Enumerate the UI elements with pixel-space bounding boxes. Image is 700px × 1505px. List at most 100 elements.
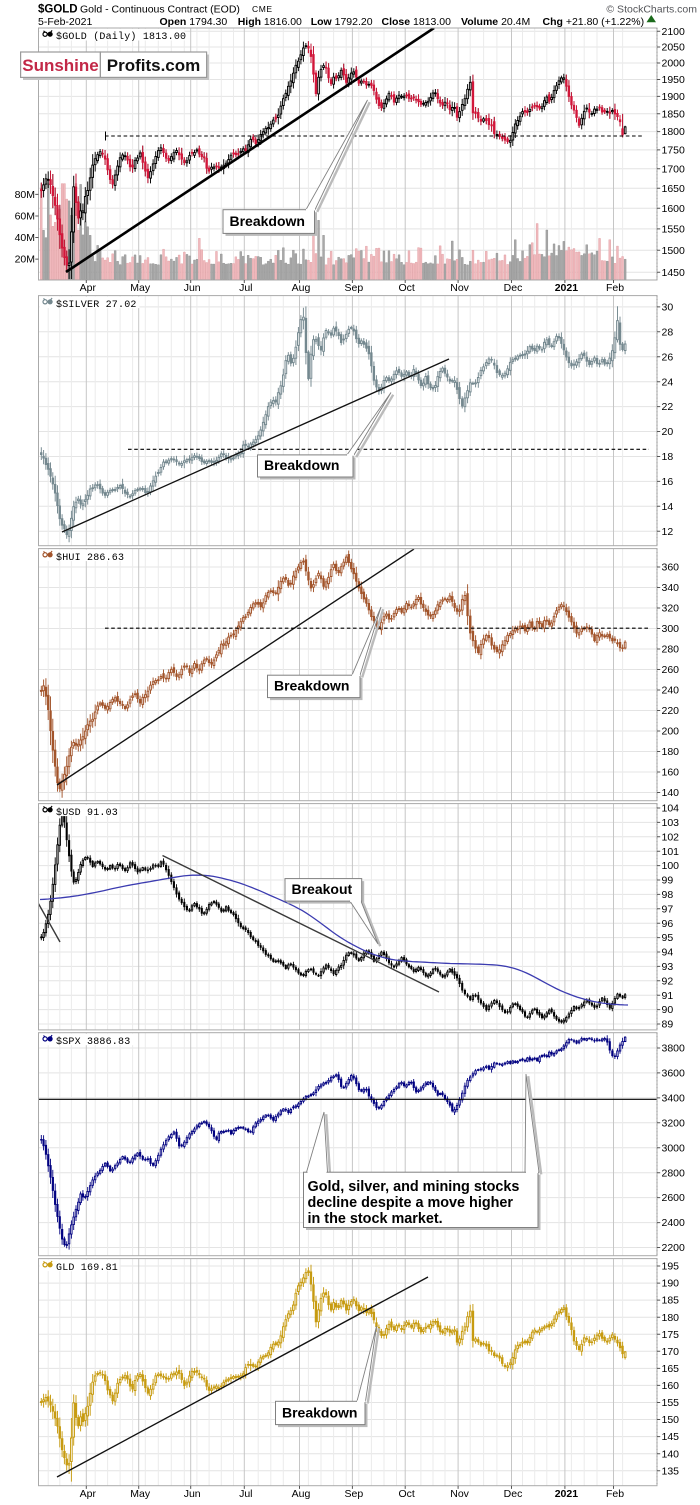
svg-text:2021: 2021	[555, 1488, 579, 1500]
svg-text:92: 92	[662, 975, 674, 987]
svg-text:Oct: Oct	[399, 1488, 415, 1500]
svg-text:Breakdown: Breakdown	[264, 457, 339, 473]
svg-text:260: 260	[662, 664, 680, 676]
svg-text:Sep: Sep	[345, 1488, 364, 1500]
svg-text:3400: 3400	[662, 1093, 686, 1105]
svg-text:185: 185	[662, 1295, 680, 1307]
svg-text:Gold - Continuous Contract (EO: Gold - Continuous Contract (EOD)	[80, 4, 240, 16]
svg-text:24: 24	[662, 376, 674, 388]
svg-text:$SILVER 27.02: $SILVER 27.02	[56, 299, 137, 311]
svg-text:165: 165	[662, 1363, 680, 1375]
svg-text:90: 90	[662, 1004, 674, 1016]
svg-text:Jul: Jul	[239, 282, 252, 294]
svg-text:93: 93	[662, 961, 674, 973]
svg-text:Dec: Dec	[504, 1488, 523, 1500]
svg-text:140: 140	[662, 787, 680, 799]
svg-text:170: 170	[662, 1346, 680, 1358]
svg-text:101: 101	[662, 846, 680, 858]
svg-text:89: 89	[662, 1019, 674, 1031]
svg-text:3800: 3800	[662, 1043, 686, 1055]
svg-text:155: 155	[662, 1397, 680, 1409]
svg-text:in the stock market.: in the stock market.	[308, 1211, 443, 1227]
svg-text:1550: 1550	[662, 224, 686, 236]
svg-text:240: 240	[662, 685, 680, 697]
svg-text:94: 94	[662, 947, 674, 959]
svg-text:1450: 1450	[662, 267, 686, 279]
svg-text:Chg +21.80 (+1.22%): Chg +21.80 (+1.22%)	[543, 16, 645, 28]
svg-text:91: 91	[662, 990, 674, 1002]
svg-text:135: 135	[662, 1465, 680, 1477]
svg-text:60M: 60M	[15, 211, 35, 223]
svg-text:195: 195	[662, 1261, 680, 1273]
svg-text:145: 145	[662, 1431, 680, 1443]
svg-text:May: May	[130, 282, 151, 294]
svg-text:175: 175	[662, 1329, 680, 1341]
svg-text:$SPX 3886.83: $SPX 3886.83	[56, 1036, 130, 1048]
svg-text:Nov: Nov	[450, 282, 469, 294]
svg-text:3200: 3200	[662, 1117, 686, 1129]
svg-text:2000: 2000	[662, 58, 686, 70]
svg-text:1700: 1700	[662, 163, 686, 175]
svg-text:Jun: Jun	[184, 1488, 201, 1500]
svg-text:Nov: Nov	[450, 1488, 469, 1500]
svg-text:GLD 169.81: GLD 169.81	[56, 1263, 118, 1274]
svg-text:Apr: Apr	[80, 1488, 97, 1500]
svg-text:© StockCharts.com: © StockCharts.com	[606, 4, 697, 16]
svg-text:Dec: Dec	[504, 282, 523, 294]
svg-text:Jul: Jul	[239, 1488, 252, 1500]
svg-text:1850: 1850	[662, 108, 686, 120]
svg-text:80M: 80M	[15, 189, 35, 201]
svg-text:2100: 2100	[662, 26, 686, 38]
svg-text:40M: 40M	[15, 232, 35, 244]
svg-text:300: 300	[662, 623, 680, 635]
svg-text:Breakdown: Breakdown	[274, 677, 349, 693]
svg-text:22: 22	[662, 401, 674, 413]
svg-text:Sunshine: Sunshine	[22, 56, 99, 75]
svg-text:104: 104	[662, 803, 680, 815]
svg-text:99: 99	[662, 875, 674, 887]
svg-text:28: 28	[662, 326, 674, 338]
svg-text:Breakdown: Breakdown	[230, 213, 305, 229]
svg-text:5-Feb-2021: 5-Feb-2021	[38, 16, 92, 28]
svg-text:2200: 2200	[662, 1242, 686, 1254]
svg-text:14: 14	[662, 501, 674, 513]
svg-text:Breakout: Breakout	[292, 881, 353, 897]
svg-text:2400: 2400	[662, 1217, 686, 1229]
svg-text:May: May	[130, 1488, 151, 1500]
svg-text:320: 320	[662, 603, 680, 615]
svg-text:140: 140	[662, 1448, 680, 1460]
svg-text:Apr: Apr	[80, 282, 97, 294]
svg-text:220: 220	[662, 705, 680, 717]
svg-text:Sep: Sep	[345, 282, 364, 294]
svg-text:$GOLD: $GOLD	[38, 4, 78, 16]
svg-text:2600: 2600	[662, 1192, 686, 1204]
svg-text:Low 1792.20: Low 1792.20	[311, 16, 373, 28]
svg-text:100: 100	[662, 860, 680, 872]
svg-text:1500: 1500	[662, 245, 686, 257]
svg-text:20: 20	[662, 426, 674, 438]
svg-text:Feb: Feb	[606, 282, 624, 294]
svg-text:$GOLD (Daily) 1813.00: $GOLD (Daily) 1813.00	[56, 31, 186, 43]
svg-text:decline despite a move higher: decline despite a move higher	[308, 1195, 514, 1211]
svg-text:3600: 3600	[662, 1068, 686, 1080]
svg-text:High 1816.00: High 1816.00	[238, 16, 302, 28]
svg-text:$USD 91.03: $USD 91.03	[56, 807, 118, 819]
svg-text:1600: 1600	[662, 203, 686, 215]
svg-text:16: 16	[662, 476, 674, 488]
svg-text:Breakdown: Breakdown	[282, 1404, 357, 1420]
svg-text:Aug: Aug	[292, 282, 311, 294]
svg-text:Oct: Oct	[399, 282, 415, 294]
svg-text:Volume 20.4M: Volume 20.4M	[461, 16, 530, 28]
svg-text:3000: 3000	[662, 1142, 686, 1154]
svg-text:103: 103	[662, 817, 680, 829]
svg-text:1800: 1800	[662, 126, 686, 138]
svg-text:190: 190	[662, 1278, 680, 1290]
svg-text:18: 18	[662, 451, 674, 463]
svg-text:180: 180	[662, 746, 680, 758]
svg-text:102: 102	[662, 831, 680, 843]
svg-text:1650: 1650	[662, 183, 686, 195]
svg-text:20M: 20M	[15, 254, 35, 266]
svg-text:30: 30	[662, 302, 674, 314]
svg-text:12: 12	[662, 526, 674, 538]
svg-text:160: 160	[662, 767, 680, 779]
